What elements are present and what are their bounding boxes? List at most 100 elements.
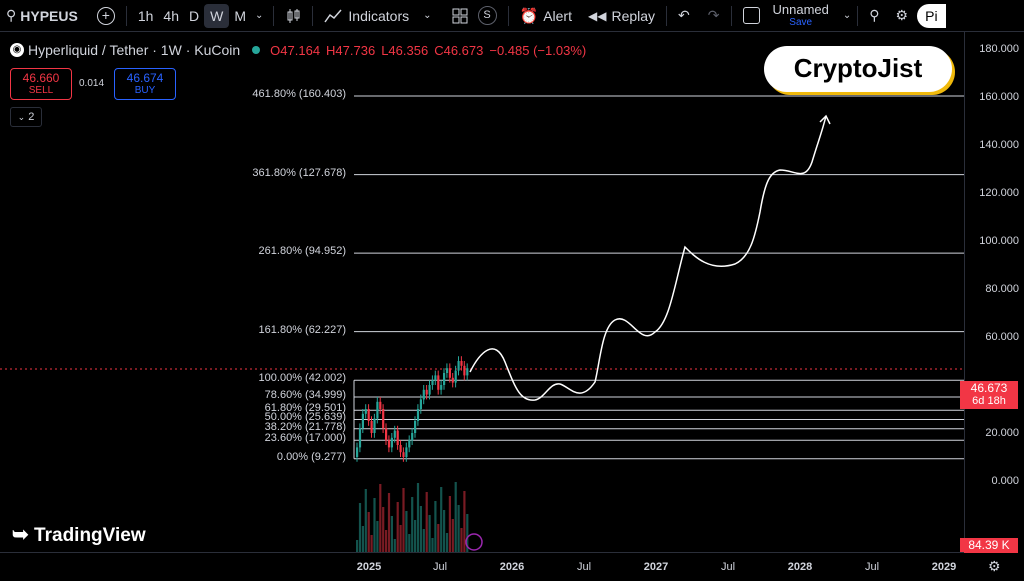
save-label[interactable]: Save [789,16,813,28]
buy-price: 46.674 [126,71,164,85]
replay-label: Replay [611,7,656,24]
volume-bar [437,524,440,552]
alert-button[interactable]: ⏰ Alert [515,0,577,31]
undo-icon: ↶ [678,7,690,23]
chevron-down-icon: ⌄ [17,112,26,122]
undo-button[interactable]: ↶ [673,0,695,31]
time-tick-label: 2029 [931,561,957,573]
divider [666,5,668,26]
indicators-button[interactable]: Indicators ⌄ [319,0,436,31]
redo-button[interactable]: ↷ [703,0,725,31]
price-tick-label: 140.000 [979,139,1019,151]
price-tick-label: 0.000 [991,475,1019,487]
fib-level-label: 50.00% (25.639) [264,411,346,424]
chart-legend: ◉ Hyperliquid / Tether · 1W · KuCoin O47… [10,42,586,58]
indicators-collapse[interactable]: ⌄ 2 [10,107,42,127]
price-axis[interactable]: 180.000 160.000 140.000 120.000 100.000 80.00… [964,32,1024,552]
sell-button[interactable]: 46.660 SELL [10,68,72,100]
compare-button[interactable]: + [92,0,120,31]
volume-bar [425,492,428,552]
volume-bar [396,502,399,552]
time-tick-label: Jul [432,561,448,573]
candle-body [408,440,411,448]
time-tick-label: 2028 [787,561,813,573]
volume-bar [356,540,359,552]
timeframe-d[interactable]: D [189,7,200,24]
quick-search-button[interactable]: ⚲ [864,0,884,31]
candle-body [457,361,460,371]
timeframe-4h[interactable]: 4h [163,7,179,24]
volume-bar [402,488,405,552]
publish-label: Pi [925,7,938,24]
tradingview-logo: ➥ TradingView [12,522,146,547]
chart-type-button[interactable] [280,0,306,31]
candle-body [416,409,420,421]
legend-high: H47.736 [326,42,376,58]
grid-icon [452,8,467,23]
settings-button[interactable]: ⚙ [891,0,914,31]
candle-body [419,399,422,409]
chevron-down-icon[interactable]: ⌄ [842,10,852,21]
script-button[interactable]: S [473,0,502,31]
volume-bar [385,530,388,552]
legend-change: −0.485 (−1.03%) [489,42,587,58]
chevron-down-icon: ⌄ [423,10,432,21]
axis-settings-button[interactable]: ⚙ [988,558,1001,575]
price-tick-label: 160.000 [979,91,1019,103]
candle-body [411,433,414,441]
buy-button[interactable]: 46.674 BUY [114,68,176,100]
price-tick-label: 80.000 [985,283,1019,295]
candle-body [379,401,382,409]
volume-bar [405,511,408,552]
candle-body [425,389,428,395]
candle-body [358,428,362,448]
volume-bar [367,512,370,552]
templates-button[interactable] [447,0,473,31]
publish-button[interactable]: Pi [917,3,946,28]
volume-bar [382,507,385,552]
chevron-down-icon[interactable]: ⌄ [255,10,264,21]
market-status-icon [252,46,261,54]
timeframe-m[interactable]: M [234,7,247,24]
fib-level-label: 23.60% (17.000) [264,432,346,445]
volume-bar [448,496,451,552]
alert-label: Alert [543,7,572,24]
volume-bar [416,483,420,552]
candle-body [364,409,367,414]
volume-bar [387,493,391,552]
layout-name-menu[interactable]: Unnamed Save [773,0,829,31]
candle-body [399,445,402,453]
volume-bar [408,534,411,552]
buy-label: BUY [134,85,156,96]
volume-bar [445,533,449,552]
square-icon [742,7,760,24]
layout-toggle[interactable] [738,0,765,31]
chart-canvas[interactable] [0,32,964,552]
candle-body [466,368,469,376]
time-axis[interactable]: 2025 Jul 2026 Jul 2027 Jul 2028 Jul 2029 [0,552,964,581]
volume-bar [361,526,364,552]
volume-bar [390,516,393,552]
symbol-search[interactable]: ⚲ HYPEUS [6,0,78,31]
volume-bar [358,503,362,552]
volume-bar [443,510,446,552]
time-tick-label: Jul [864,561,880,573]
timeframe-1h[interactable]: 1h [137,7,154,24]
replay-button[interactable]: ◀◀ Replay [583,0,660,31]
redo-icon: ↷ [707,7,720,23]
candle-body [445,368,449,373]
candle-body [393,430,396,438]
candle-body [361,413,364,429]
candle-body [376,401,379,419]
price-tick-label: 180.000 [979,43,1019,55]
volume-bar [411,497,414,552]
search-icon: ⚲ [6,7,17,23]
volume-bar [434,501,437,552]
divider [273,5,275,26]
volume-bar [428,515,431,552]
time-tick-label: 2026 [499,561,525,573]
legend-title: Hyperliquid / Tether · 1W · KuCoin [28,42,241,58]
timeframe-w[interactable]: W [204,3,230,28]
top-toolbar: ⚲ HYPEUS + 1h 4h D W M ⌄ Indicators ⌄ S … [0,0,1024,32]
spread-value: 0.014 [79,78,105,89]
